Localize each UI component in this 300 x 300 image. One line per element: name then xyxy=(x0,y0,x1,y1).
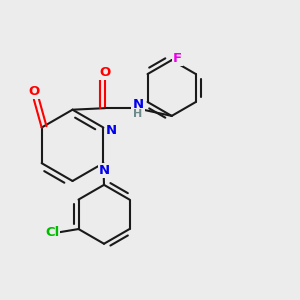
Text: H: H xyxy=(133,109,142,119)
Text: Cl: Cl xyxy=(45,226,59,238)
Text: N: N xyxy=(132,98,143,111)
Text: F: F xyxy=(173,52,182,65)
Text: O: O xyxy=(99,66,111,79)
Text: O: O xyxy=(28,85,40,98)
Text: N: N xyxy=(106,124,117,136)
Text: N: N xyxy=(99,164,110,177)
